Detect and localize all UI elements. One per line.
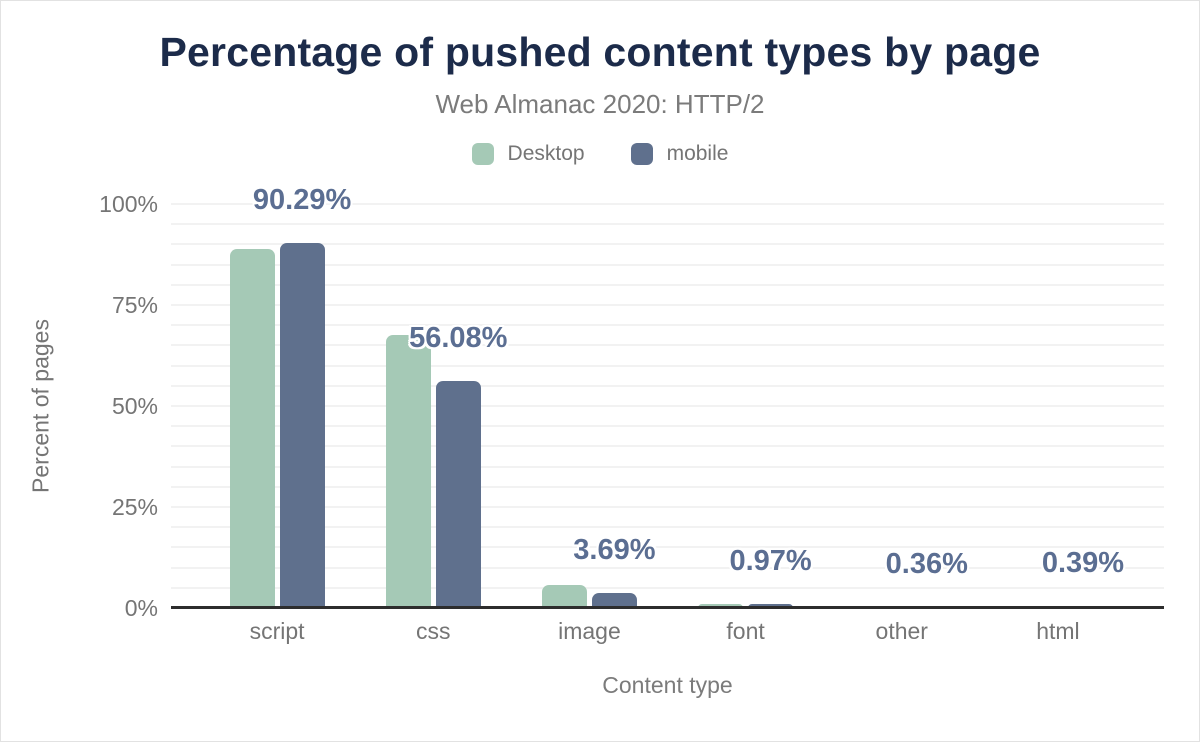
legend-swatch-desktop xyxy=(471,143,494,165)
gridline-90 xyxy=(171,243,1164,246)
gridline-80 xyxy=(171,283,1164,286)
legend-item-desktop: Desktop xyxy=(471,142,585,166)
gridline-40 xyxy=(171,445,1164,448)
gridline-75 xyxy=(171,304,1164,306)
gridline-45 xyxy=(171,425,1164,428)
gridline-25 xyxy=(171,506,1164,508)
bar-group-script: 90.29% xyxy=(199,184,355,608)
data-label-html: 0.39% xyxy=(1041,547,1125,580)
x-tick-other: other xyxy=(875,618,928,644)
bar-group-font: 0.97% xyxy=(668,204,824,608)
bar-group-image: 3.69% xyxy=(511,204,667,608)
plot-area: 90.29% 56.08% 3.69% 0.97% 0.36% 0.39% 0% 25% 50… xyxy=(99,184,1164,621)
x-tick-image: image xyxy=(558,618,621,644)
legend: Desktop mobile xyxy=(1,142,1199,166)
legend-item-mobile: mobile xyxy=(630,142,729,166)
bar-mobile-image xyxy=(591,593,637,608)
x-tick-script: script xyxy=(249,618,305,644)
bar-mobile-script xyxy=(279,243,325,608)
legend-swatch-mobile xyxy=(630,143,653,165)
gridline-95 xyxy=(171,223,1164,226)
data-label-other: 0.36% xyxy=(885,547,968,580)
bars-container: 90.29% 56.08% 3.69% 0.97% 0.36% 0.39% xyxy=(171,184,1164,608)
gridline-20 xyxy=(171,526,1164,529)
data-label-css: 56.08% xyxy=(409,322,508,355)
bar-group-css: 56.08% xyxy=(355,204,511,608)
legend-label: mobile xyxy=(666,142,729,165)
y-tick-0: 0% xyxy=(124,595,158,621)
x-tick-font: font xyxy=(726,618,765,644)
data-label-font: 0.97% xyxy=(729,545,812,578)
x-tick-html: html xyxy=(1036,618,1080,644)
gridline-100 xyxy=(171,203,1164,205)
y-tick-100: 100% xyxy=(99,191,158,217)
gridline-55 xyxy=(171,384,1164,387)
gridline-30 xyxy=(171,485,1164,488)
gridline-65 xyxy=(171,344,1164,347)
y-tick-25: 25% xyxy=(111,494,158,520)
bar-desktop-script xyxy=(229,248,275,608)
x-axis-tick-labels: script css image font other html xyxy=(171,618,1164,645)
x-axis-line xyxy=(171,606,1164,609)
y-tick-75: 75% xyxy=(111,292,158,318)
bar-mobile-css xyxy=(435,381,481,608)
bar-desktop-image xyxy=(541,584,587,608)
gridline-60 xyxy=(171,364,1164,367)
gridline-15 xyxy=(171,546,1164,549)
bar-group-other: 0.36% xyxy=(824,204,980,608)
legend-label: Desktop xyxy=(507,142,585,165)
bar-desktop-css xyxy=(385,334,431,608)
x-axis-title: Content type xyxy=(602,672,733,698)
y-axis-title: Percent of pages xyxy=(27,319,54,493)
gridline-85 xyxy=(171,263,1164,266)
x-tick-css: css xyxy=(416,618,451,644)
bar-group-html: 0.39% xyxy=(980,204,1136,608)
y-tick-50: 50% xyxy=(111,393,158,419)
gridline-5 xyxy=(171,586,1164,589)
bar-desktop-font xyxy=(698,603,744,608)
gridline-10 xyxy=(171,566,1164,569)
chart-title: Percentage of pushed content types by pa… xyxy=(159,29,1041,75)
gridline-35 xyxy=(171,465,1164,468)
gridline-70 xyxy=(171,324,1164,327)
data-label-script: 90.29% xyxy=(252,184,352,217)
data-label-image: 3.69% xyxy=(573,534,656,567)
chart-subtitle: Web Almanac 2020: HTTP/2 xyxy=(435,89,765,119)
gridline-50 xyxy=(171,405,1164,407)
